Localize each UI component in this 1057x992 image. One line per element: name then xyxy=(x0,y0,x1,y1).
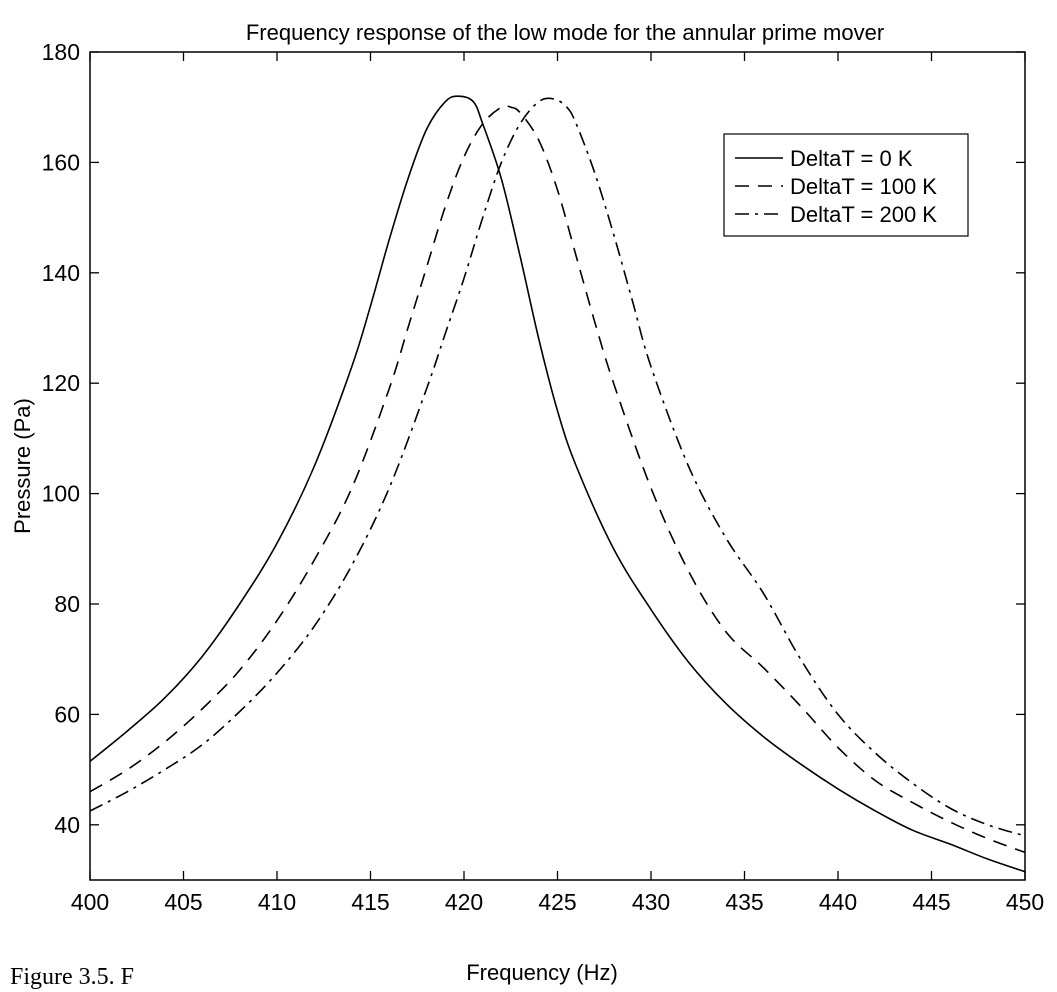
series-line-0 xyxy=(89,95,1026,873)
x-tick-label: 450 xyxy=(1006,889,1044,915)
x-tick-label: 440 xyxy=(819,889,857,915)
x-tick-label: 415 xyxy=(351,889,389,915)
legend-label: DeltaT = 100 K xyxy=(790,174,937,199)
legend-label: DeltaT = 200 K xyxy=(790,202,937,227)
x-tick-label: 420 xyxy=(445,889,483,915)
legend: DeltaT = 0 K DeltaT = 100 K DeltaT = 200 K xyxy=(723,133,969,237)
x-tick-label: 435 xyxy=(725,889,763,915)
y-tick-label: 140 xyxy=(42,260,80,286)
x-tick-label: 405 xyxy=(164,889,202,915)
figure-caption: Figure 3.5. F xyxy=(10,964,134,990)
legend-label: DeltaT = 0 K xyxy=(790,146,913,171)
y-tick-label: 60 xyxy=(54,701,80,727)
y-tick-label: 80 xyxy=(54,591,80,617)
series-line-2 xyxy=(89,97,1026,837)
x-tick-label: 400 xyxy=(71,889,109,915)
series-layer xyxy=(89,95,1026,873)
legend-box xyxy=(723,133,969,237)
x-tick-label: 430 xyxy=(632,889,670,915)
y-tick-label: 180 xyxy=(42,39,80,65)
y-axis-label: Pressure (Pa) xyxy=(10,398,35,534)
y-tick-label: 40 xyxy=(54,812,80,838)
x-tick-label: 425 xyxy=(538,889,576,915)
x-axis: 400 405 410 415 420 425 430 435 440 445 450 xyxy=(71,52,1044,915)
y-axis: 40 60 80 100 120 140 160 180 xyxy=(42,39,1025,838)
x-tick-label: 445 xyxy=(912,889,950,915)
y-tick-label: 160 xyxy=(42,149,80,175)
x-tick-label: 410 xyxy=(258,889,296,915)
x-axis-label: Frequency (Hz) xyxy=(466,960,618,985)
chart-title: Frequency response of the low mode for t… xyxy=(246,20,884,45)
y-tick-label: 100 xyxy=(42,481,80,507)
y-tick-label: 120 xyxy=(42,370,80,396)
